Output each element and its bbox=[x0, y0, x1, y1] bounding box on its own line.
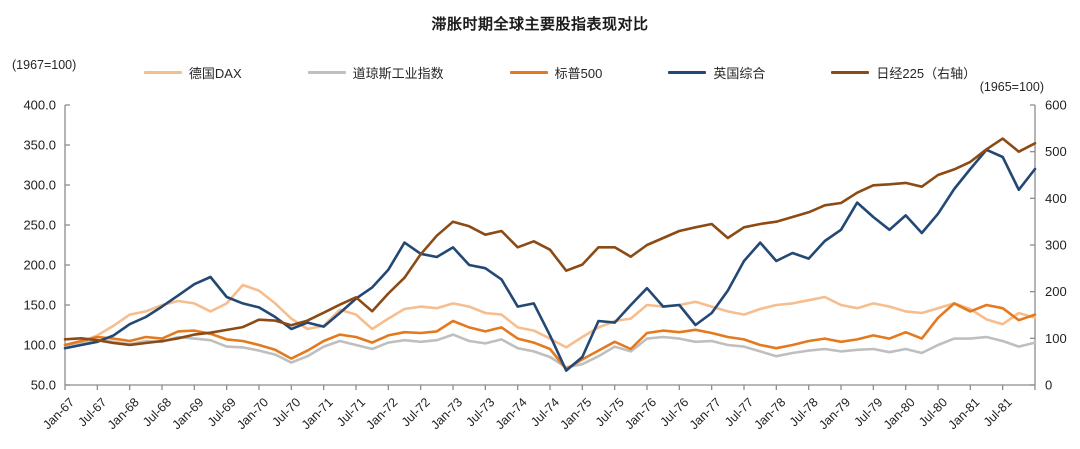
x-tick-label: Jul-71 bbox=[334, 395, 368, 429]
right-tick-label: 0 bbox=[1045, 378, 1052, 393]
legend-item-nikkei: 日经225（右轴） bbox=[831, 63, 976, 82]
left-tick-label: 400.0 bbox=[23, 98, 56, 113]
left-tick-label: 100.0 bbox=[23, 338, 56, 353]
series-dax bbox=[63, 283, 1037, 349]
series-sp500 bbox=[63, 302, 1037, 371]
chart-title: 滞胀时期全球主要股指表现对比 bbox=[431, 16, 649, 33]
legend-item-dax: 德国DAX bbox=[143, 63, 242, 82]
legend: 德国DAX 道琼斯工业指数 标普500 英国综合 日经225（右轴） bbox=[70, 63, 1050, 82]
x-tick-label: Jan-72 bbox=[364, 395, 401, 432]
x-tick-label: Jan-68 bbox=[105, 395, 142, 432]
series-uk bbox=[63, 148, 1037, 372]
left-tick-label: 300.0 bbox=[23, 178, 56, 193]
left-tick-label: 50.0 bbox=[31, 378, 56, 393]
x-tick-label: Jan-80 bbox=[881, 395, 918, 432]
x-tick-label: Jul-72 bbox=[399, 395, 433, 429]
left-axis-note: (1967=100) bbox=[12, 58, 77, 72]
x-tick-label: Jan-74 bbox=[493, 395, 530, 432]
x-tick-label: Jul-76 bbox=[657, 395, 691, 429]
right-tick-label: 300 bbox=[1045, 238, 1067, 253]
legend-item-sp500: 标普500 bbox=[509, 63, 603, 82]
legend-swatch-sp500 bbox=[509, 71, 548, 74]
x-tick-label: Jan-67 bbox=[40, 395, 77, 432]
x-tick-label: Jul-69 bbox=[205, 395, 239, 429]
x-tick-label: Jul-75 bbox=[593, 395, 627, 429]
x-tick-label: Jan-71 bbox=[299, 395, 336, 432]
x-tick-label: Jul-68 bbox=[140, 395, 174, 429]
x-tick-label: Jul-74 bbox=[528, 395, 562, 429]
x-tick-label: Jan-70 bbox=[234, 395, 271, 432]
right-tick-label: 100 bbox=[1045, 331, 1067, 346]
x-tick-label: Jan-79 bbox=[816, 395, 853, 432]
right-tick-label: 200 bbox=[1045, 284, 1067, 299]
legend-item-uk: 英国综合 bbox=[668, 63, 765, 82]
legend-swatch-nikkei bbox=[831, 71, 870, 74]
x-tick-label: Jul-81 bbox=[981, 395, 1015, 429]
right-tick-label: 600 bbox=[1045, 98, 1067, 113]
x-tick-label: Jul-70 bbox=[269, 395, 303, 429]
left-tick-label: 350.0 bbox=[23, 138, 56, 153]
x-tick-label: Jan-69 bbox=[170, 395, 207, 432]
legend-label-uk: 英国综合 bbox=[713, 66, 766, 81]
x-tick-label: Jan-76 bbox=[622, 395, 659, 432]
right-axis-ticks: 600 500 400 300 200 100 0 bbox=[1030, 98, 1067, 393]
plot-area bbox=[63, 137, 1037, 372]
x-tick-label: Jul-77 bbox=[722, 395, 756, 429]
legend-label-sp500: 标普500 bbox=[554, 66, 603, 81]
right-tick-label: 500 bbox=[1045, 144, 1067, 159]
x-tick-label: Jan-75 bbox=[558, 395, 595, 432]
legend-swatch-dax bbox=[143, 71, 182, 74]
right-tick-label: 400 bbox=[1045, 191, 1067, 206]
right-axis-note: (1965=100) bbox=[979, 80, 1044, 94]
legend-swatch-uk bbox=[668, 71, 707, 74]
legend-swatch-dow bbox=[307, 71, 346, 74]
legend-item-dow: 道琼斯工业指数 bbox=[307, 63, 444, 82]
left-axis-ticks: 400.0 350.0 300.0 250.0 200.0 150.0 100.0 50.0 bbox=[23, 98, 70, 393]
x-tick-label: Jul-67 bbox=[75, 395, 109, 429]
x-tick-label: Jan-77 bbox=[687, 395, 724, 432]
x-tick-label: Jul-79 bbox=[851, 395, 885, 429]
legend-label-nikkei: 日经225（右轴） bbox=[876, 66, 977, 81]
legend-label-dax: 德国DAX bbox=[188, 66, 242, 81]
x-tick-label: Jul-78 bbox=[787, 395, 821, 429]
left-tick-label: 200.0 bbox=[23, 258, 56, 273]
axes bbox=[64, 105, 1036, 386]
left-tick-label: 250.0 bbox=[23, 218, 56, 233]
x-tick-label: Jul-73 bbox=[463, 395, 497, 429]
x-tick-label: Jan-78 bbox=[752, 395, 789, 432]
left-tick-label: 150.0 bbox=[23, 298, 56, 313]
x-tick-label: Jul-80 bbox=[916, 395, 950, 429]
series-dow bbox=[63, 333, 1037, 369]
legend-label-dow: 道琼斯工业指数 bbox=[352, 66, 444, 81]
series-nikkei bbox=[63, 137, 1037, 347]
x-axis-ticks: Jan-67Jul-67Jan-68Jul-68Jan-69Jul-69Jan-… bbox=[40, 385, 1036, 432]
x-tick-label: Jan-73 bbox=[428, 395, 465, 432]
x-tick-label: Jan-81 bbox=[946, 395, 983, 432]
